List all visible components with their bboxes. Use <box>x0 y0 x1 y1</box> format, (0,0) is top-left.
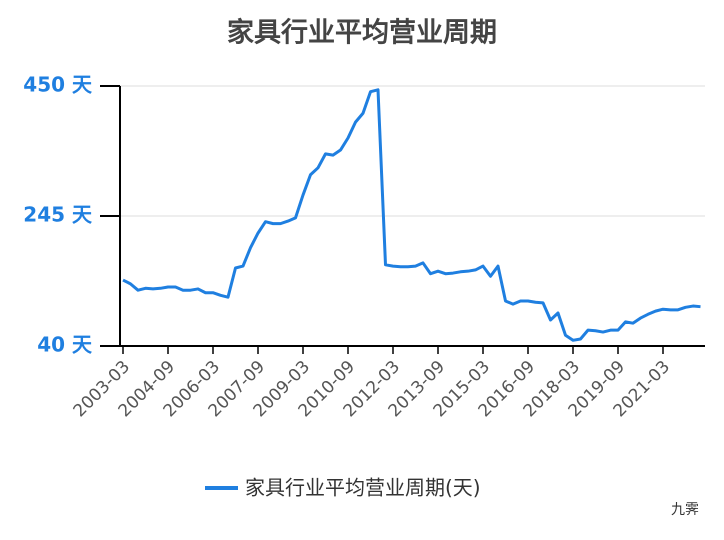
legend-label: 家具行业平均营业周期(天) <box>245 476 481 500</box>
chart-title: 家具行业平均营业周期 <box>227 17 497 49</box>
y-tick-label: 450 天 <box>23 73 93 97</box>
y-tick-label: 245 天 <box>23 203 93 227</box>
watermark: 九霁 <box>671 502 699 518</box>
series-line <box>122 88 701 342</box>
y-tick-label: 40 天 <box>37 333 93 357</box>
